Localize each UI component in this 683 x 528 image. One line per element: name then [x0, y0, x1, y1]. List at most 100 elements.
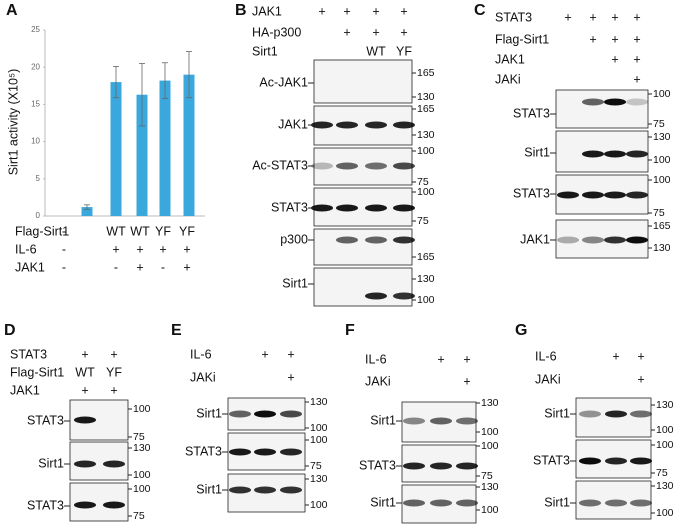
blot-label: Sirt1 [370, 413, 396, 427]
row-mark: WT [130, 224, 150, 238]
condition-label: JAKi [495, 72, 521, 86]
band [311, 121, 333, 129]
condition-mark: + [343, 4, 350, 18]
condition-mark: WT [366, 44, 386, 58]
band [280, 448, 302, 456]
mw-marker: 165 [653, 220, 671, 232]
band [626, 98, 648, 106]
band [626, 236, 648, 244]
blot-label: Sirt1 [196, 406, 222, 420]
condition-label: JAKi [190, 370, 216, 384]
band [430, 417, 452, 425]
condition-mark: + [589, 10, 596, 24]
condition-mark: + [110, 383, 117, 397]
bar [136, 94, 148, 216]
mw-marker: 165 [417, 251, 435, 263]
band [103, 501, 125, 509]
condition-mark: + [287, 347, 294, 361]
blot-label: JAK1 [278, 117, 308, 131]
blot-label: Sirt1 [524, 145, 550, 159]
condition-label: IL-6 [365, 352, 387, 366]
mw-marker: 100 [481, 426, 499, 438]
mw-marker: 130 [310, 396, 328, 408]
mw-marker: 130 [417, 91, 435, 103]
condition-mark: + [318, 4, 325, 18]
condition-mark: + [81, 383, 88, 397]
band [582, 150, 604, 158]
panel-letter: F [345, 322, 355, 339]
band [604, 236, 626, 244]
row-mark: - [161, 260, 165, 274]
band [403, 499, 425, 507]
band [229, 448, 251, 456]
condition-mark: YF [106, 365, 122, 379]
mw-marker: 75 [133, 510, 145, 522]
mw-marker: 100 [133, 469, 151, 481]
blot-label: STAT3 [27, 413, 64, 427]
condition-label: IL-6 [190, 347, 212, 361]
condition-mark: + [110, 347, 117, 361]
blot [575, 397, 652, 438]
condition-label: Sirt1 [252, 44, 278, 58]
mw-marker: 75 [653, 118, 665, 130]
bar [81, 207, 93, 216]
row-mark: + [183, 242, 190, 256]
mw-marker: 130 [656, 399, 674, 411]
y-tick-label: 20 [31, 62, 40, 71]
band [311, 204, 333, 212]
band [393, 162, 415, 170]
band [280, 410, 302, 418]
band [430, 499, 452, 507]
mw-marker: 100 [417, 294, 435, 306]
mw-marker: 100 [653, 154, 671, 166]
mw-marker: 100 [656, 439, 674, 451]
band [365, 162, 387, 170]
row-mark: + [136, 242, 143, 256]
mw-marker: 75 [417, 215, 429, 227]
blot-label: STAT3 [513, 106, 550, 120]
band [605, 457, 627, 465]
row-mark: YF [179, 224, 195, 238]
blot-label: Sirt1 [544, 495, 570, 509]
band [311, 162, 333, 170]
mw-marker: 75 [653, 207, 665, 219]
band [604, 98, 626, 106]
mw-marker: 75 [656, 467, 668, 479]
bar [159, 80, 171, 216]
band [229, 410, 251, 418]
band [336, 204, 358, 212]
row-mark: + [112, 242, 119, 256]
mw-marker: 130 [133, 442, 151, 454]
condition-label: JAKi [365, 374, 391, 388]
error-bar [162, 62, 168, 99]
condition-mark: + [463, 374, 470, 388]
mw-marker: 75 [310, 460, 322, 472]
error-bar [186, 51, 192, 99]
condition-mark: + [633, 32, 640, 46]
mw-marker: 130 [481, 481, 499, 493]
band [582, 98, 604, 106]
band [579, 410, 601, 418]
error-bar [113, 66, 119, 99]
blot-label: STAT3 [359, 458, 396, 472]
condition-label: HA-p300 [252, 25, 301, 39]
condition-mark: + [611, 10, 618, 24]
blot-label: Ac-STAT3 [252, 158, 308, 172]
condition-mark: YF [396, 44, 412, 58]
band [393, 236, 415, 244]
band [365, 121, 387, 129]
condition-label: Flag-Sirt1 [10, 365, 64, 379]
y-tick-label: 25 [31, 25, 40, 34]
mw-marker: 100 [310, 434, 328, 446]
condition-mark: + [611, 52, 618, 66]
condition-label: IL-6 [535, 349, 557, 363]
condition-mark: + [372, 25, 379, 39]
row-mark: + [183, 260, 190, 274]
band [456, 462, 478, 470]
mw-marker: 100 [310, 422, 328, 434]
blot-label: STAT3 [271, 200, 308, 214]
mw-marker: 130 [417, 273, 435, 285]
band [254, 448, 276, 456]
blot-label: Sirt1 [38, 456, 64, 470]
mw-marker: 130 [653, 131, 671, 143]
